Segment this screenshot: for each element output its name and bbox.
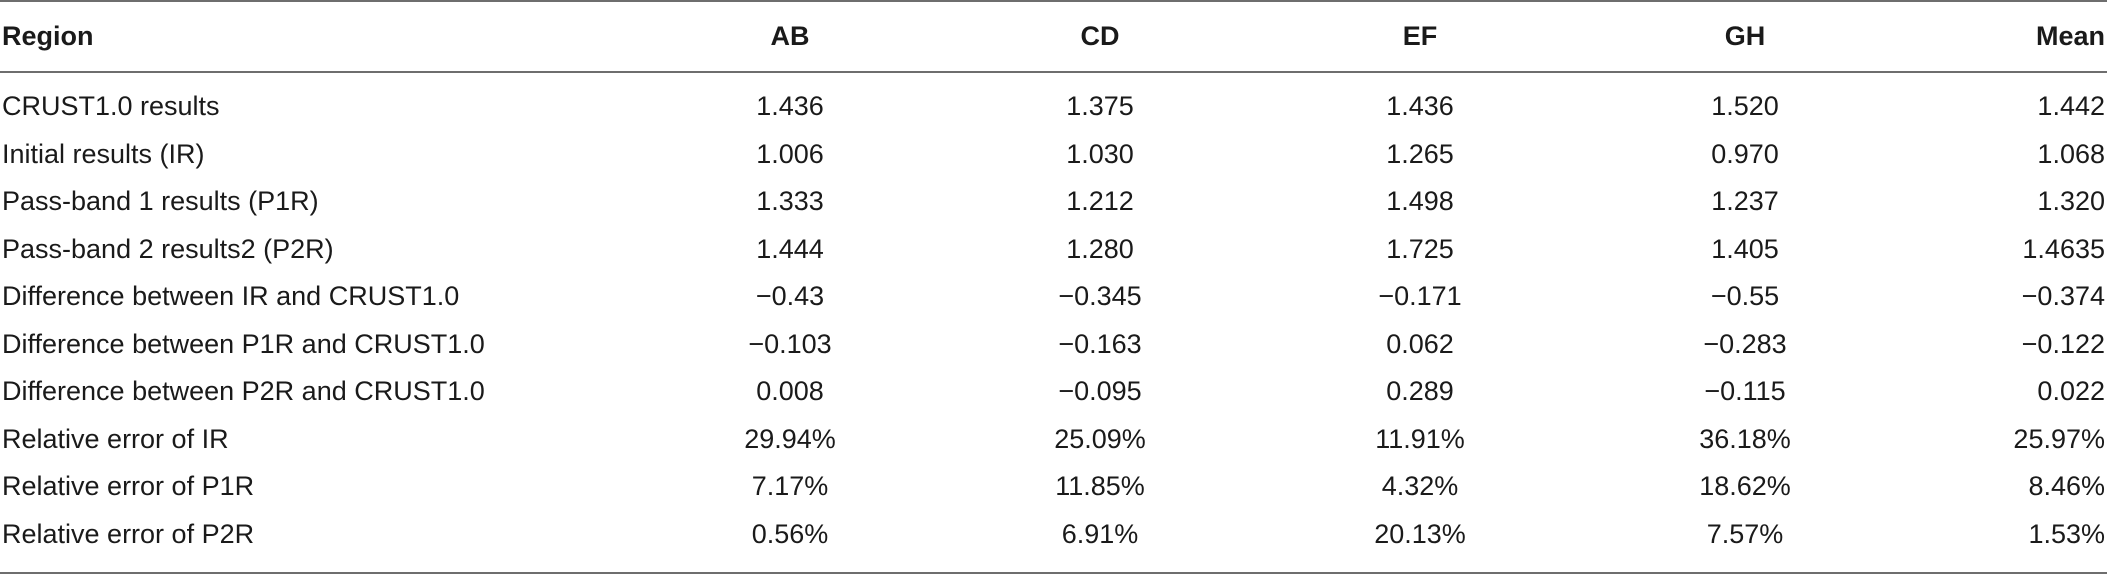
table-row: Relative error of IR 29.94% 25.09% 11.91…: [0, 416, 2107, 464]
cell-ef: 20.13%: [1374, 518, 1466, 549]
cell-region: Difference between IR and CRUST1.0: [2, 281, 460, 312]
cell-region: Initial results (IR): [2, 138, 205, 169]
cell-cd: 25.09%: [1054, 423, 1146, 454]
cell-ab: 1.333: [756, 186, 824, 217]
table-row: Relative error of P2R 0.56% 6.91% 20.13%…: [0, 511, 2107, 573]
table-row: Pass-band 2 results2 (P2R) 1.444 1.280 1…: [0, 226, 2107, 274]
cell-region: Relative error of P2R: [2, 518, 255, 549]
header-gh: GH: [1724, 21, 1766, 51]
table-row: Initial results (IR) 1.006 1.030 1.265 0…: [0, 131, 2107, 179]
cell-ef: 4.32%: [1381, 471, 1459, 502]
cell-ef: 11.91%: [1375, 423, 1465, 454]
header-mean: Mean: [2035, 21, 2105, 51]
cell-ef: 1.498: [1386, 186, 1454, 217]
cell-ef: 1.265: [1386, 138, 1454, 169]
cell-mean: 25.97%: [2013, 423, 2105, 454]
cell-region: Pass-band 1 results (P1R): [2, 186, 319, 217]
cell-cd: −0.163: [1058, 328, 1142, 359]
cell-mean: 1.068: [2037, 138, 2105, 169]
cell-cd: 11.85%: [1055, 471, 1145, 502]
cell-mean: 8.46%: [2028, 471, 2105, 502]
cell-region: Difference between P1R and CRUST1.0: [2, 328, 485, 359]
cell-gh: 1.237: [1711, 186, 1779, 217]
cell-ef: −0.171: [1378, 281, 1462, 312]
cell-gh: 18.62%: [1699, 471, 1791, 502]
cell-mean: 1.53%: [2028, 518, 2105, 549]
cell-gh: 7.57%: [1706, 518, 1784, 549]
cell-gh: −0.55: [1710, 281, 1780, 312]
table-row: Pass-band 1 results (P1R) 1.333 1.212 1.…: [0, 178, 2107, 226]
cell-ef: 0.062: [1386, 328, 1454, 359]
table-row: Difference between IR and CRUST1.0 −0.43…: [0, 273, 2107, 321]
table-row: CRUST1.0 results 1.436 1.375 1.436 1.520…: [0, 72, 2107, 131]
cell-region: Difference between P2R and CRUST1.0: [2, 376, 485, 407]
cell-region: CRUST1.0 results: [2, 91, 220, 122]
table-row: Difference between P1R and CRUST1.0 −0.1…: [0, 321, 2107, 369]
cell-cd: 1.030: [1066, 138, 1134, 169]
cell-ab: −0.103: [748, 328, 832, 359]
cell-ab: 29.94%: [744, 423, 836, 454]
cell-ab: 0.008: [756, 376, 824, 407]
cell-mean: 1.320: [2037, 186, 2105, 217]
cell-mean: 1.442: [2037, 91, 2105, 122]
cell-cd: −0.345: [1058, 281, 1142, 312]
cell-mean: −0.122: [2021, 328, 2105, 359]
cell-region: Relative error of IR: [2, 423, 229, 454]
cell-ef: 1.725: [1386, 233, 1454, 264]
cell-gh: 36.18%: [1699, 423, 1791, 454]
header-ef: EF: [1402, 21, 1438, 51]
cell-ab: 0.56%: [751, 518, 829, 549]
cell-gh: 1.405: [1711, 233, 1779, 264]
header-ab: AB: [770, 21, 810, 51]
cell-mean: 1.4635: [2022, 233, 2105, 264]
cell-ef: 0.289: [1386, 376, 1454, 407]
cell-cd: 1.280: [1066, 233, 1134, 264]
cell-gh: 1.520: [1711, 91, 1779, 122]
table-row: Difference between P2R and CRUST1.0 0.00…: [0, 368, 2107, 416]
cell-region: Pass-band 2 results2 (P2R): [2, 233, 334, 264]
table-row: Relative error of P1R 7.17% 11.85% 4.32%…: [0, 463, 2107, 511]
cell-cd: 1.375: [1066, 91, 1134, 122]
header-region: Region: [2, 21, 94, 51]
cell-region: Relative error of P1R: [2, 471, 255, 502]
cell-gh: −0.283: [1703, 328, 1787, 359]
cell-ef: 1.436: [1386, 91, 1454, 122]
table-header-row: Region AB CD EF GH Mean: [0, 1, 2107, 72]
header-cd: CD: [1080, 21, 1120, 51]
cell-mean: −0.374: [2021, 281, 2105, 312]
cell-cd: −0.095: [1058, 376, 1142, 407]
cell-ab: 1.436: [756, 91, 824, 122]
cell-gh: −0.115: [1704, 376, 1786, 407]
cell-gh: 0.970: [1711, 138, 1779, 169]
cell-ab: 7.17%: [751, 471, 829, 502]
cell-ab: 1.444: [756, 233, 824, 264]
cell-cd: 1.212: [1066, 186, 1134, 217]
cell-cd: 6.91%: [1061, 518, 1139, 549]
cell-ab: 1.006: [756, 138, 824, 169]
cell-ab: −0.43: [755, 281, 825, 312]
cell-mean: 0.022: [2037, 376, 2105, 407]
